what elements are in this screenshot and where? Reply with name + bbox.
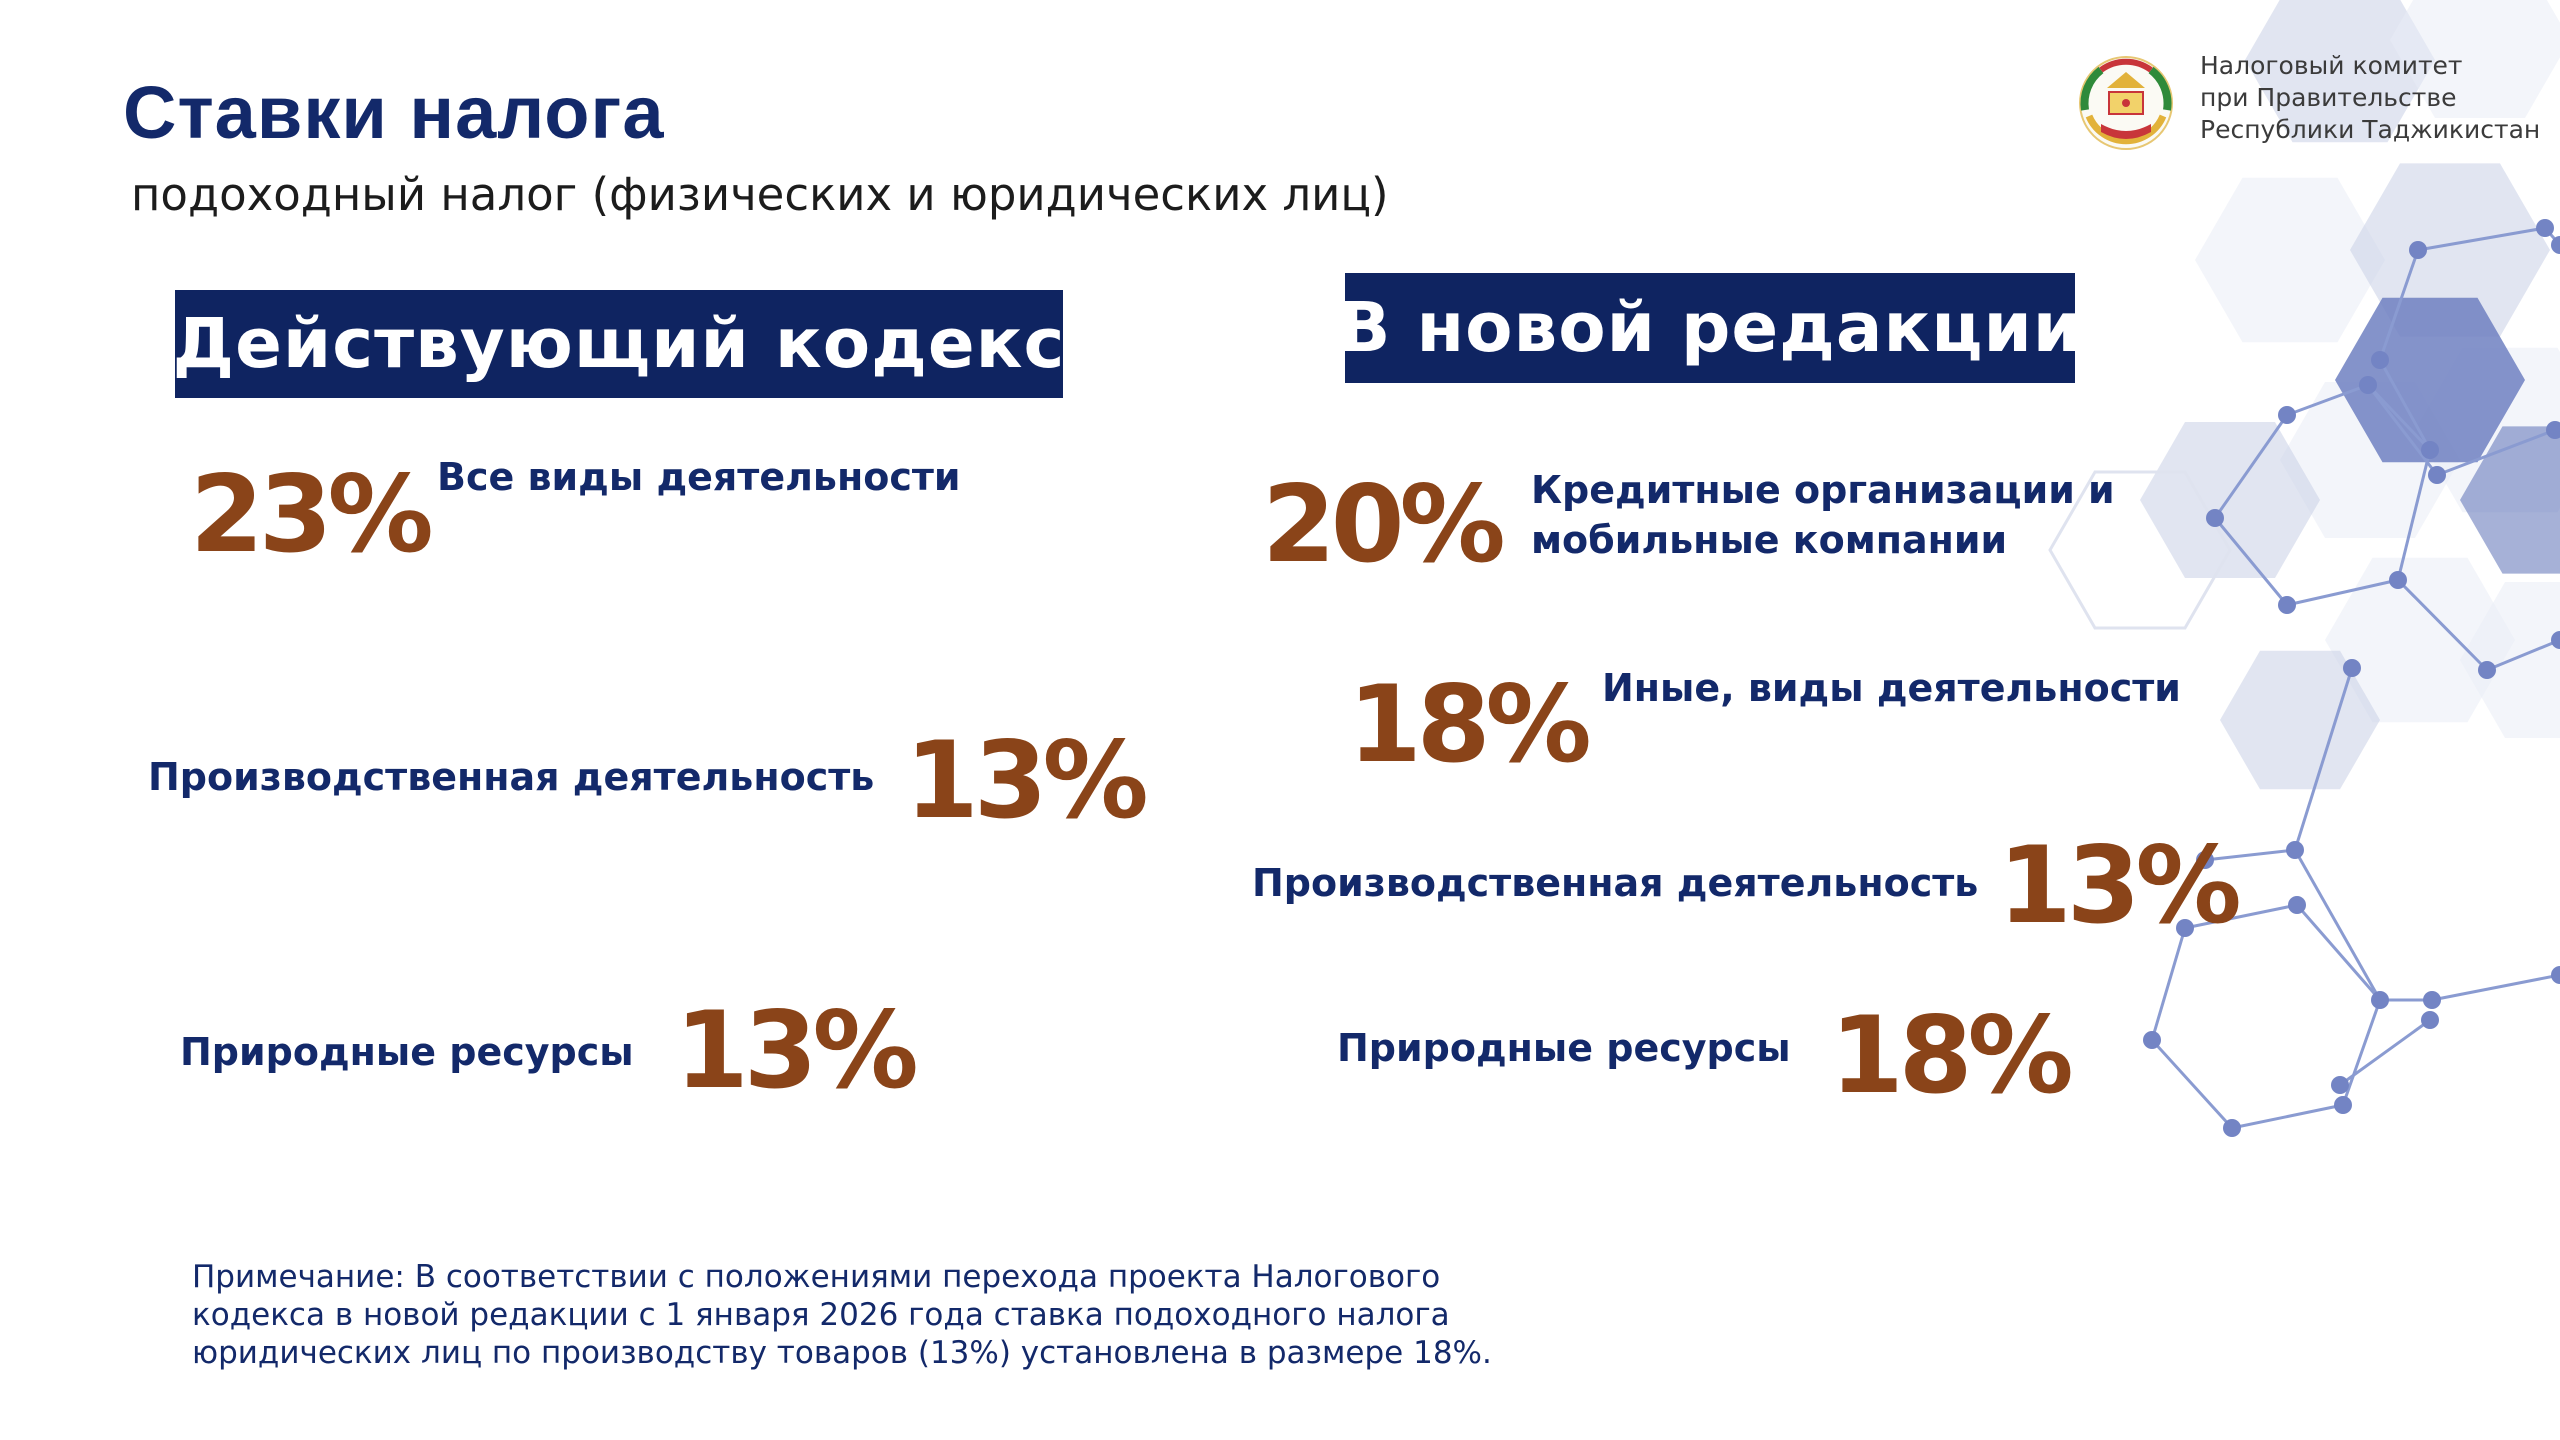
decor-network-line [2213,517,2289,606]
organization-name: Налоговый комитет при Правительстве Респ… [2200,50,2540,146]
decor-network-line [2341,999,2382,1106]
decor-network-node [2478,661,2496,679]
decor-network-node [2371,351,2389,369]
decor-network-node [2551,966,2560,984]
decor-network-node [2551,631,2560,649]
footnote-line: Примечание: В соответствии с положениями… [192,1259,1441,1295]
decor-hexagon [2195,177,2385,343]
label-line: мобильные компании [1531,518,2008,562]
organization-line: Республики Таджикистан [2200,115,2541,144]
rate-production-current: 13% [905,719,1149,842]
decor-network-node [2546,421,2560,439]
decor-hexagon [2325,557,2515,723]
footnote: Примечание: В соответствии с положениями… [192,1258,1492,1372]
decor-network-node [2359,376,2377,394]
decor-network-node [2423,991,2441,1009]
decor-network-node [2421,1011,2439,1029]
rate-production-new: 13% [1998,824,2242,947]
new-edition-banner: В новой редакции [1338,273,2081,383]
decor-network-node [2223,1119,2241,1137]
decor-hexagon [2335,297,2525,463]
rate-credit-mobile: 20% [1262,463,1506,586]
label-credit-mobile: Кредитные организации и мобильные компан… [1531,465,2115,565]
label-natural-resources-current: Природные ресурсы [180,1030,634,1074]
decor-hexagon [2460,426,2560,574]
decor-network-node [2206,509,2224,527]
decor-network-node [2428,466,2446,484]
decor-network-node [2331,1076,2349,1094]
rate-all-activities: 23% [190,453,434,576]
decor-network-line [2378,359,2432,451]
state-emblem-icon [2079,56,2173,150]
current-code-banner: Действующий кодекс [173,290,1064,398]
page-subtitle: подоходный налог (физических и юридическ… [131,168,1389,221]
decor-network-node [2278,406,2296,424]
decor-network-node [2286,841,2304,859]
label-production-current: Производственная деятельность [148,755,875,799]
decor-network-node [2551,236,2560,254]
decor-network-node [2371,991,2389,1009]
decor-network-line [2293,849,2382,1001]
decor-network-node [2343,659,2361,677]
page-title: Ставки налога [123,71,665,154]
decor-network-line [2184,903,2298,930]
decor-network-node [2389,571,2407,589]
decor-network-line [2293,667,2354,851]
label-other-activities: Иные, виды деятельности [1602,666,2181,710]
footnote-line: юридических лиц по производству товаров … [192,1335,1492,1371]
organization-line: Налоговый комитет [2200,51,2463,80]
decor-network-line [2366,383,2432,452]
decor-network-node [2196,851,2214,869]
decor-network-node [2536,219,2554,237]
decor-network-node [2421,441,2439,459]
decor-network-line [2213,414,2289,519]
decor-network-line [2366,384,2439,476]
decor-network-node [2143,1031,2161,1049]
decor-network-line [2378,249,2420,361]
decor-network-line [2396,449,2432,581]
label-natural-resources-new: Природные ресурсы [1337,1026,1791,1070]
decor-network-line [2486,638,2560,672]
decor-network-line [2150,1038,2234,1130]
label-all-activities: Все виды деятельности [437,455,961,499]
decor-network-line [2396,578,2489,672]
rate-natural-resources-new: 18% [1830,994,2074,1117]
decor-network-line [2286,578,2399,607]
decor-hexagon [2220,650,2380,790]
decor-network-line [2204,848,2296,862]
rate-other-activities: 18% [1348,663,1592,786]
decor-network-line [2431,973,2560,1002]
decor-network-node [2176,919,2194,937]
decor-network-line [2417,226,2546,252]
decor-network-line [2231,1103,2344,1130]
decor-hexagon [2140,422,2320,578]
label-production-new: Производственная деятельность [1252,861,1979,905]
decor-network-node [2334,1096,2352,1114]
decor-network-line [2339,1018,2431,1087]
rate-natural-resources-current: 13% [675,989,919,1112]
organization-line: при Правительстве [2200,83,2457,112]
decor-hexagon [2048,470,2232,630]
decor-network-node [2278,596,2296,614]
footnote-line: кодекса в новой редакции с 1 января 2026… [192,1297,1450,1333]
decor-hexagon [2245,0,2435,143]
decor-network-line [2436,428,2556,477]
decor-network-node [2288,896,2306,914]
decor-network-line [2150,927,2187,1041]
label-line: Кредитные организации и [1531,468,2115,512]
decor-network-line [2286,383,2369,417]
decor-hexagon [2350,163,2550,337]
decor-network-line [2295,904,2382,1001]
decor-hexagon [2390,0,2560,118]
decor-network-node [2409,241,2427,259]
